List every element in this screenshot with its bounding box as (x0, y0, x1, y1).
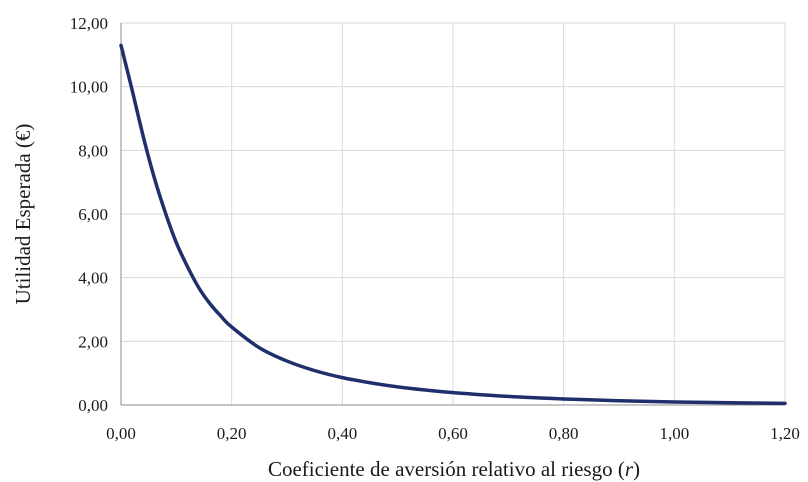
y-axis-title: Utilidad Esperada (€) (11, 124, 35, 305)
x-tick-label: 1,20 (770, 424, 800, 443)
x-tick-label: 0,80 (549, 424, 579, 443)
x-tick-label: 0,20 (217, 424, 247, 443)
gridlines (121, 22, 786, 405)
y-tick-label: 10,00 (70, 78, 108, 97)
x-axis-title: Coeficiente de aversión relativo al ries… (268, 457, 640, 481)
y-tick-label: 6,00 (78, 205, 108, 224)
y-tick-label: 12,00 (70, 14, 108, 33)
y-tick-label: 2,00 (78, 332, 108, 351)
x-tick-label: 0,00 (106, 424, 136, 443)
y-tick-label: 0,00 (78, 396, 108, 415)
x-tick-label: 0,40 (327, 424, 357, 443)
y-tick-label: 8,00 (78, 141, 108, 160)
series-layer (119, 43, 787, 406)
x-tick-label: 1,00 (659, 424, 689, 443)
series-line (119, 43, 787, 406)
y-tick-label: 4,00 (78, 269, 108, 288)
x-tick-label: 0,60 (438, 424, 468, 443)
axes (120, 23, 785, 406)
tick-labels: 0,00 0,20 0,40 0,60 0,80 1,00 1,20 0,00 2,00 4,00… (70, 14, 800, 443)
